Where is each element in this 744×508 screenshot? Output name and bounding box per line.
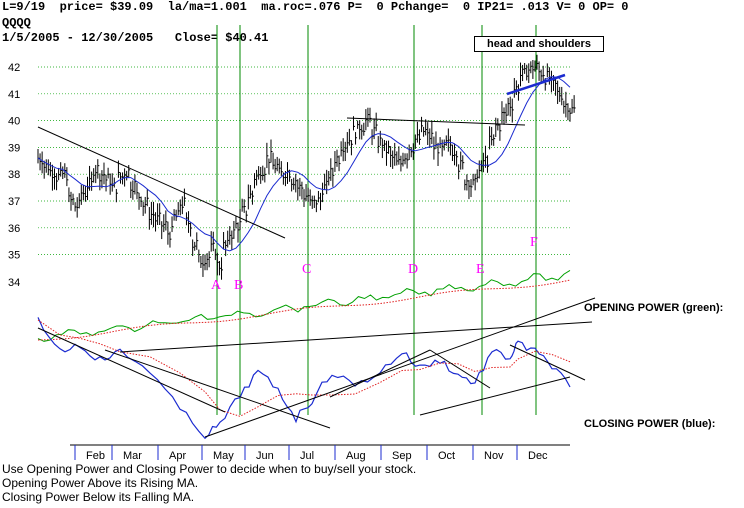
header-stats-line: L=9/19 price= $39.09 la/ma=1.001 ma.roc=… [2, 0, 629, 14]
power-trendline [419, 376, 571, 416]
month-label: Oct [438, 450, 455, 462]
month-label: Aug [346, 450, 366, 462]
power-trendline [204, 297, 596, 438]
month-label: Jul [300, 450, 314, 462]
price-tick-label: 35 [8, 250, 20, 262]
price-tick-label: 34 [8, 277, 20, 289]
month-label: Apr [169, 450, 186, 462]
closing-power-label: CLOSING POWER (blue): [584, 418, 716, 430]
head-and-shoulders-label: head and shoulders [474, 36, 604, 52]
month-label: Mar [123, 450, 142, 462]
power-trendline [429, 349, 491, 389]
price-tick-label: 38 [8, 169, 20, 181]
closing-power-line [37, 317, 571, 440]
opening-power-ma [37, 279, 571, 341]
footer-line-3: Closing Power Below its Falling MA. [2, 490, 195, 504]
opening-power-label: OPENING POWER (green): [584, 302, 724, 314]
price-tick-label: 40 [8, 116, 20, 128]
price-tick-label: 36 [8, 223, 20, 235]
month-label: Jun [256, 450, 274, 462]
closing-power-ma [37, 319, 571, 417]
price-tick-label: 39 [8, 142, 20, 154]
month-label: Nov [484, 450, 504, 462]
month-label: Feb [86, 450, 105, 462]
price-tick-label: 37 [8, 196, 20, 208]
power-trendline [119, 321, 593, 353]
date-range-close-label: 1/5/2005 - 12/30/2005 Close= $40.41 [2, 31, 269, 45]
power-trendline [329, 349, 431, 398]
power-trendline [37, 327, 226, 413]
power-trendline [104, 349, 331, 429]
signal-marker-label: F [530, 235, 538, 250]
falling-resistance-trendline [37, 126, 286, 239]
price-moving-average [37, 76, 571, 252]
signal-marker-label: E [476, 262, 485, 277]
month-label: May [213, 450, 234, 462]
neckline-trendline [346, 117, 526, 126]
signal-marker-label: D [408, 262, 418, 277]
price-tick-label: 42 [8, 62, 20, 74]
footer-line-1: Use Opening Power and Closing Power to d… [2, 462, 417, 476]
head-shoulders-neckline [506, 73, 566, 96]
signal-marker-label: B [234, 278, 243, 293]
symbol-label: QQQQ [2, 16, 31, 30]
month-label: Dec [528, 450, 548, 462]
signal-marker-label: C [302, 262, 311, 277]
signal-marker-label: A [211, 278, 222, 293]
footer-line-2: Opening Power Above its Rising MA. [2, 476, 199, 490]
opening-power-line [37, 269, 571, 342]
month-label: Sep [392, 450, 412, 462]
power-trendline [509, 344, 586, 381]
price-tick-label: 41 [8, 89, 20, 101]
